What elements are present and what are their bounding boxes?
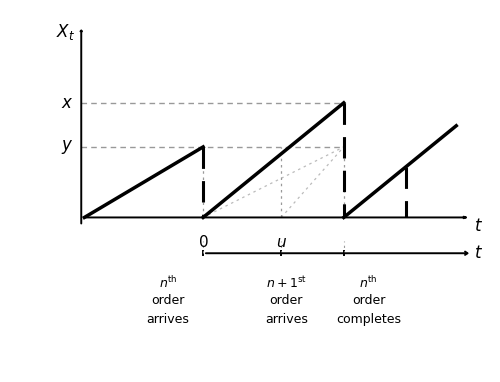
Text: $y$: $y$ — [62, 138, 74, 156]
Text: $n+1^{\mathrm{st}}$: $n+1^{\mathrm{st}}$ — [266, 275, 307, 291]
Text: arrives: arrives — [265, 313, 308, 326]
Text: order: order — [352, 294, 386, 307]
Text: $u$: $u$ — [276, 235, 286, 250]
Text: completes: completes — [336, 313, 401, 326]
Text: $t$: $t$ — [474, 217, 483, 235]
Text: order: order — [152, 294, 185, 307]
Text: order: order — [270, 294, 303, 307]
Text: $n^{\mathrm{th}}$: $n^{\mathrm{th}}$ — [360, 275, 378, 291]
Text: $n^{\mathrm{th}}$: $n^{\mathrm{th}}$ — [159, 275, 178, 291]
Text: $x$: $x$ — [62, 94, 74, 112]
Text: $0$: $0$ — [198, 234, 208, 250]
Text: $X_t$: $X_t$ — [56, 22, 75, 42]
Text: arrives: arrives — [146, 313, 190, 326]
Text: $t$: $t$ — [474, 244, 483, 262]
